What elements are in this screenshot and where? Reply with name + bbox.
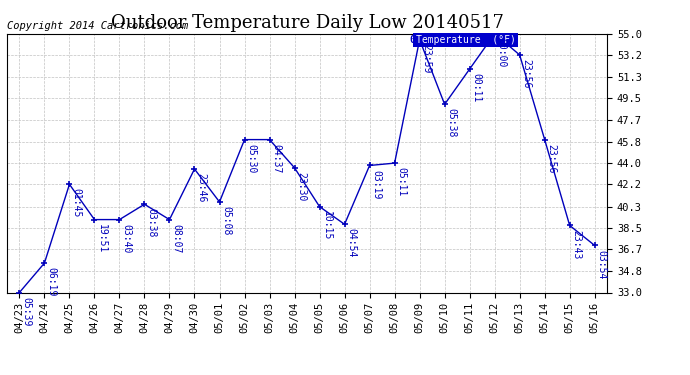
Text: 06:19: 06:19 (46, 267, 57, 297)
Text: 19:51: 19:51 (97, 224, 106, 253)
Title: Outdoor Temperature Daily Low 20140517: Outdoor Temperature Daily Low 20140517 (110, 14, 504, 32)
Text: Copyright 2014 Cartronics.com: Copyright 2014 Cartronics.com (7, 21, 188, 31)
Text: 23:43: 23:43 (571, 230, 582, 259)
Text: 05:38: 05:38 (446, 108, 457, 138)
Text: Temperature  (°F): Temperature (°F) (415, 35, 515, 45)
Text: 03:38: 03:38 (146, 209, 157, 238)
Text: 03:40: 03:40 (121, 224, 131, 253)
Text: 23:46: 23:46 (197, 173, 206, 202)
Text: 08:07: 08:07 (171, 224, 181, 253)
Text: 05:08: 05:08 (221, 206, 231, 236)
Text: 05:11: 05:11 (397, 167, 406, 196)
Text: 00:00: 00:00 (497, 38, 506, 67)
Text: 0: 0 (409, 35, 415, 45)
Text: 10:15: 10:15 (322, 211, 331, 240)
Text: 23:56: 23:56 (522, 59, 531, 88)
Text: 23:59: 23:59 (422, 44, 431, 73)
Text: 04:54: 04:54 (346, 228, 357, 258)
Text: 04:37: 04:37 (271, 144, 282, 173)
Text: 03:54: 03:54 (597, 250, 607, 279)
Text: 03:19: 03:19 (371, 170, 382, 199)
Text: 23:56: 23:56 (546, 144, 557, 173)
Text: 23:30: 23:30 (297, 172, 306, 201)
Text: 05:30: 05:30 (246, 144, 257, 173)
Text: 00:11: 00:11 (471, 73, 482, 103)
Text: 05:39: 05:39 (21, 297, 31, 326)
Text: 01:45: 01:45 (71, 189, 81, 218)
